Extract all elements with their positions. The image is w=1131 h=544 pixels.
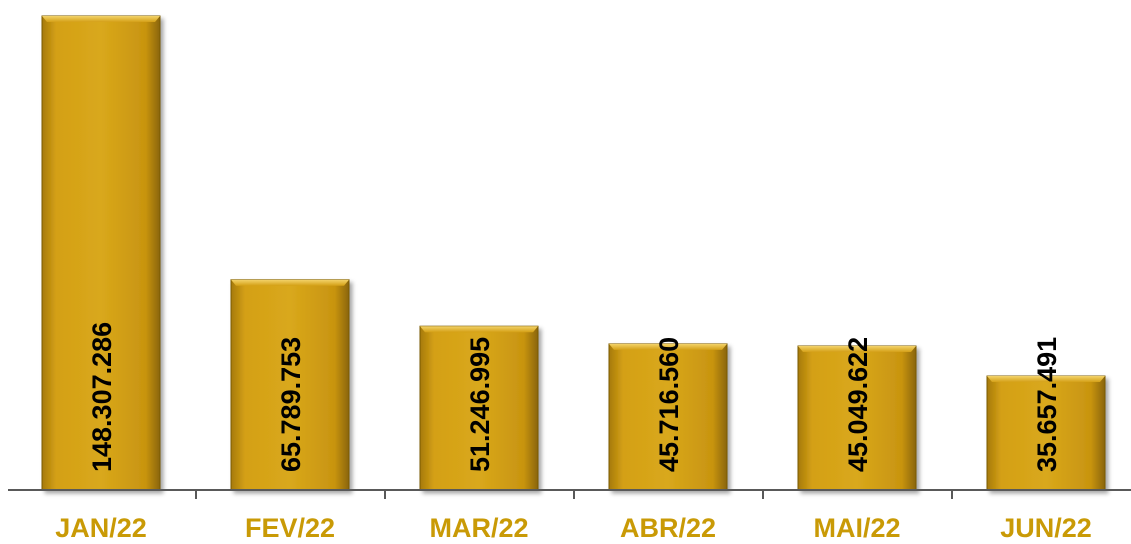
bars-group	[41, 15, 1106, 491]
bar-top-bevel	[609, 343, 727, 350]
bar-abr-22	[608, 343, 728, 491]
bar-top-bevel	[420, 326, 538, 333]
data-label: 65.789.753	[276, 337, 306, 472]
bar-body	[986, 375, 1106, 491]
bar-top-bevel	[42, 16, 160, 22]
x-tick-label: MAI/22	[813, 513, 900, 543]
bar-fev-22	[230, 279, 350, 491]
data-label: 35.657.491	[1032, 337, 1062, 472]
x-tick-label: ABR/22	[620, 513, 716, 543]
bar-top-bevel	[798, 346, 916, 353]
data-label: 148.307.286	[87, 322, 117, 472]
x-tick-label: JUN/22	[1000, 513, 1092, 543]
bar-top-bevel	[231, 279, 349, 286]
data-label: 45.049.622	[843, 337, 873, 472]
x-tick-label: MAR/22	[429, 513, 528, 543]
category-labels-group: JAN/22 FEV/22 MAR/22 ABR/22 MAI/22 JUN/22	[55, 513, 1092, 543]
x-tick-label: JAN/22	[55, 513, 147, 543]
bar-mai-22	[797, 345, 917, 491]
bar-top-bevel	[987, 376, 1105, 383]
bar-jun-22	[986, 375, 1106, 491]
data-label: 45.716.560	[654, 337, 684, 472]
x-tick-label: FEV/22	[245, 513, 335, 543]
bar-body	[41, 15, 161, 491]
bar-mar-22	[419, 325, 539, 491]
bar-jan-22	[41, 15, 161, 491]
data-label: 51.246.995	[465, 337, 495, 472]
x-axis	[8, 489, 1131, 499]
bar-body	[419, 325, 539, 491]
data-labels-group: 148.307.286 65.789.753 51.246.995 45.716.56…	[87, 322, 1062, 472]
bar-body	[797, 345, 917, 491]
